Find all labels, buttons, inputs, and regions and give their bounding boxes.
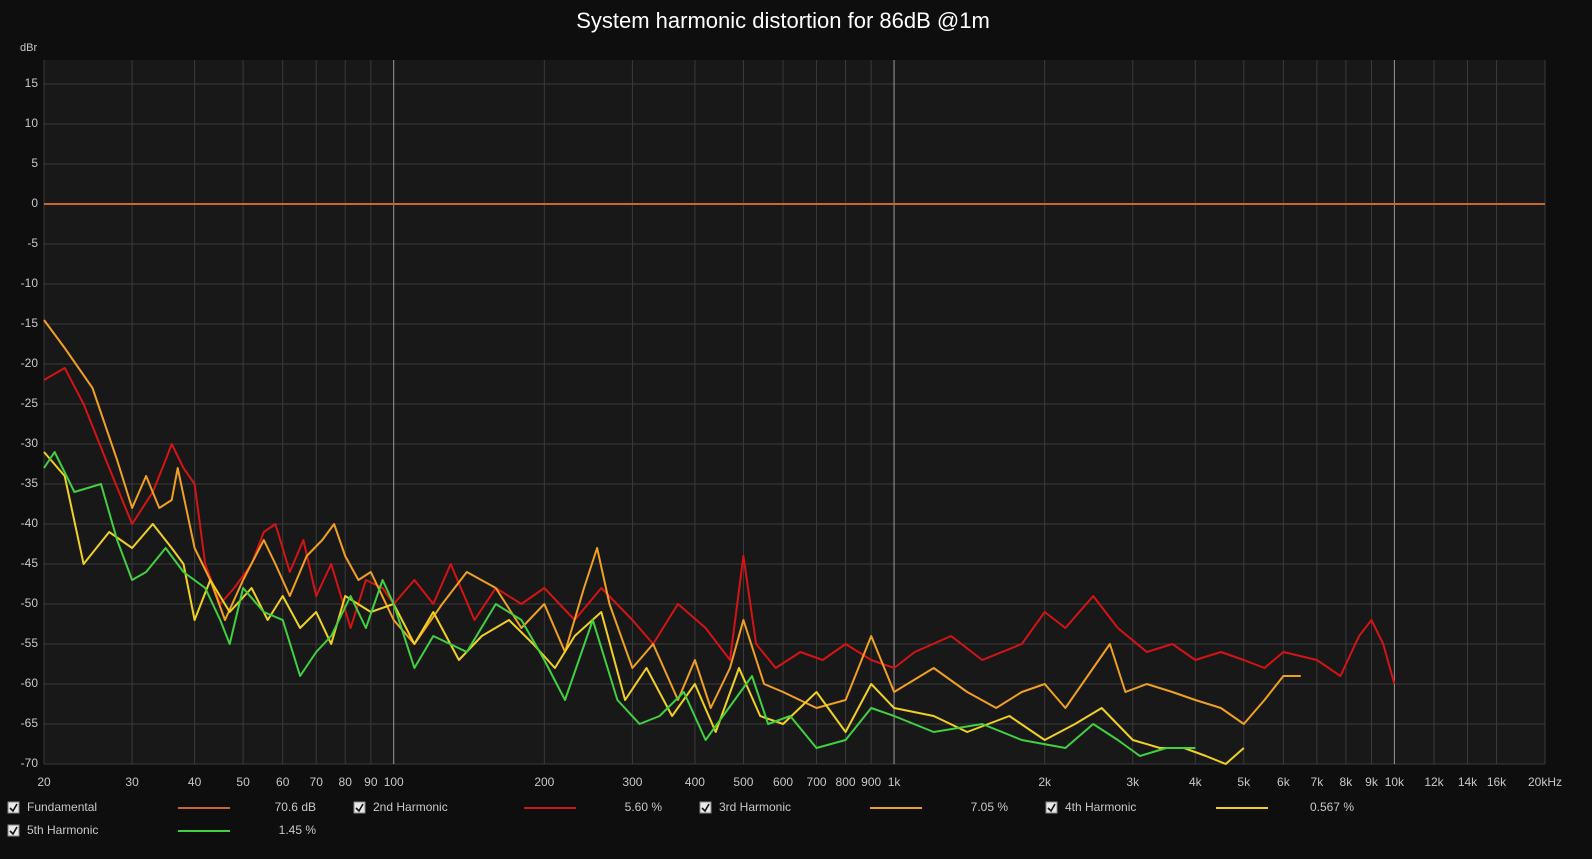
x-tick-label: 400 xyxy=(685,775,705,789)
x-tick-label: 20kHz xyxy=(1528,775,1562,789)
plot-area xyxy=(44,60,1545,764)
y-tick-label: -70 xyxy=(21,756,39,770)
y-tick-label: -45 xyxy=(21,556,39,570)
x-tick-label: 2k xyxy=(1038,775,1052,789)
y-tick-label: 0 xyxy=(31,196,38,210)
legend-checkbox[interactable] xyxy=(353,801,366,814)
x-tick-label: 800 xyxy=(836,775,856,789)
x-tick-label: 7k xyxy=(1311,775,1325,789)
y-tick-label: -40 xyxy=(21,516,39,530)
x-tick-label: 80 xyxy=(339,775,353,789)
x-tick-label: 8k xyxy=(1340,775,1354,789)
y-tick-label: -25 xyxy=(21,396,39,410)
x-tick-label: 4k xyxy=(1189,775,1203,789)
legend-value: 70.6 dB xyxy=(275,800,316,814)
y-tick-label: -20 xyxy=(21,356,39,370)
y-tick-label: -5 xyxy=(27,236,38,250)
x-tick-label: 100 xyxy=(384,775,404,789)
legend-value: 7.05 % xyxy=(971,800,1009,814)
series-line xyxy=(43,451,1196,757)
legend-checkbox[interactable] xyxy=(7,824,20,837)
legend-check xyxy=(1047,803,1056,813)
x-tick-label: 5k xyxy=(1237,775,1251,789)
y-tick-label: -65 xyxy=(21,716,39,730)
y-tick-label: 10 xyxy=(25,116,39,130)
x-tick-label: 30 xyxy=(125,775,139,789)
x-tick-label: 600 xyxy=(773,775,793,789)
legend-check xyxy=(9,826,18,836)
legend-checkbox[interactable] xyxy=(699,801,712,814)
x-tick-label: 1k xyxy=(888,775,902,789)
legend-value: 1.45 % xyxy=(279,823,317,837)
y-tick-label: -55 xyxy=(21,636,39,650)
legend-value: 0.567 % xyxy=(1310,800,1354,814)
y-tick-label: -10 xyxy=(21,276,39,290)
x-tick-label: 14k xyxy=(1458,775,1478,789)
x-tick-label: 10k xyxy=(1385,775,1405,789)
legend-checkbox[interactable] xyxy=(7,801,20,814)
y-axis-label: dBr xyxy=(20,42,37,54)
legend-label: 5th Harmonic xyxy=(27,823,98,837)
x-tick-label: 900 xyxy=(861,775,881,789)
y-tick-label: 5 xyxy=(31,156,38,170)
y-tick-label: -60 xyxy=(21,676,39,690)
x-tick-label: 9k xyxy=(1365,775,1379,789)
y-tick-label: -35 xyxy=(21,476,39,490)
legend-check xyxy=(355,803,364,813)
x-tick-label: 12k xyxy=(1424,775,1444,789)
series-line xyxy=(43,451,1245,765)
y-tick-label: -30 xyxy=(21,436,39,450)
x-tick-label: 60 xyxy=(276,775,290,789)
series-line xyxy=(43,319,1301,725)
y-tick-label: -50 xyxy=(21,596,39,610)
x-tick-label: 16k xyxy=(1487,775,1507,789)
x-tick-label: 6k xyxy=(1277,775,1291,789)
x-tick-label: 500 xyxy=(733,775,753,789)
legend-label: 4th Harmonic xyxy=(1065,800,1136,814)
chart-title: System harmonic distortion for 86dB @1m xyxy=(576,8,990,33)
y-tick-label: 15 xyxy=(25,76,39,90)
x-tick-label: 700 xyxy=(807,775,827,789)
x-tick-label: 40 xyxy=(188,775,202,789)
x-tick-label: 50 xyxy=(236,775,250,789)
y-tick-label: -15 xyxy=(21,316,39,330)
legend-label: 3rd Harmonic xyxy=(719,800,791,814)
x-tick-label: 300 xyxy=(622,775,642,789)
legend-check xyxy=(701,803,710,813)
x-tick-label: 3k xyxy=(1126,775,1140,789)
legend-label: Fundamental xyxy=(27,800,97,814)
legend-label: 2nd Harmonic xyxy=(373,800,448,814)
x-tick-label: 200 xyxy=(534,775,554,789)
legend-value: 5.60 % xyxy=(625,800,663,814)
x-tick-label: 90 xyxy=(364,775,378,789)
legend-check xyxy=(9,803,18,813)
series-line xyxy=(43,367,1396,685)
x-tick-label: 20 xyxy=(37,775,51,789)
x-tick-label: 70 xyxy=(310,775,324,789)
legend-checkbox[interactable] xyxy=(1045,801,1058,814)
